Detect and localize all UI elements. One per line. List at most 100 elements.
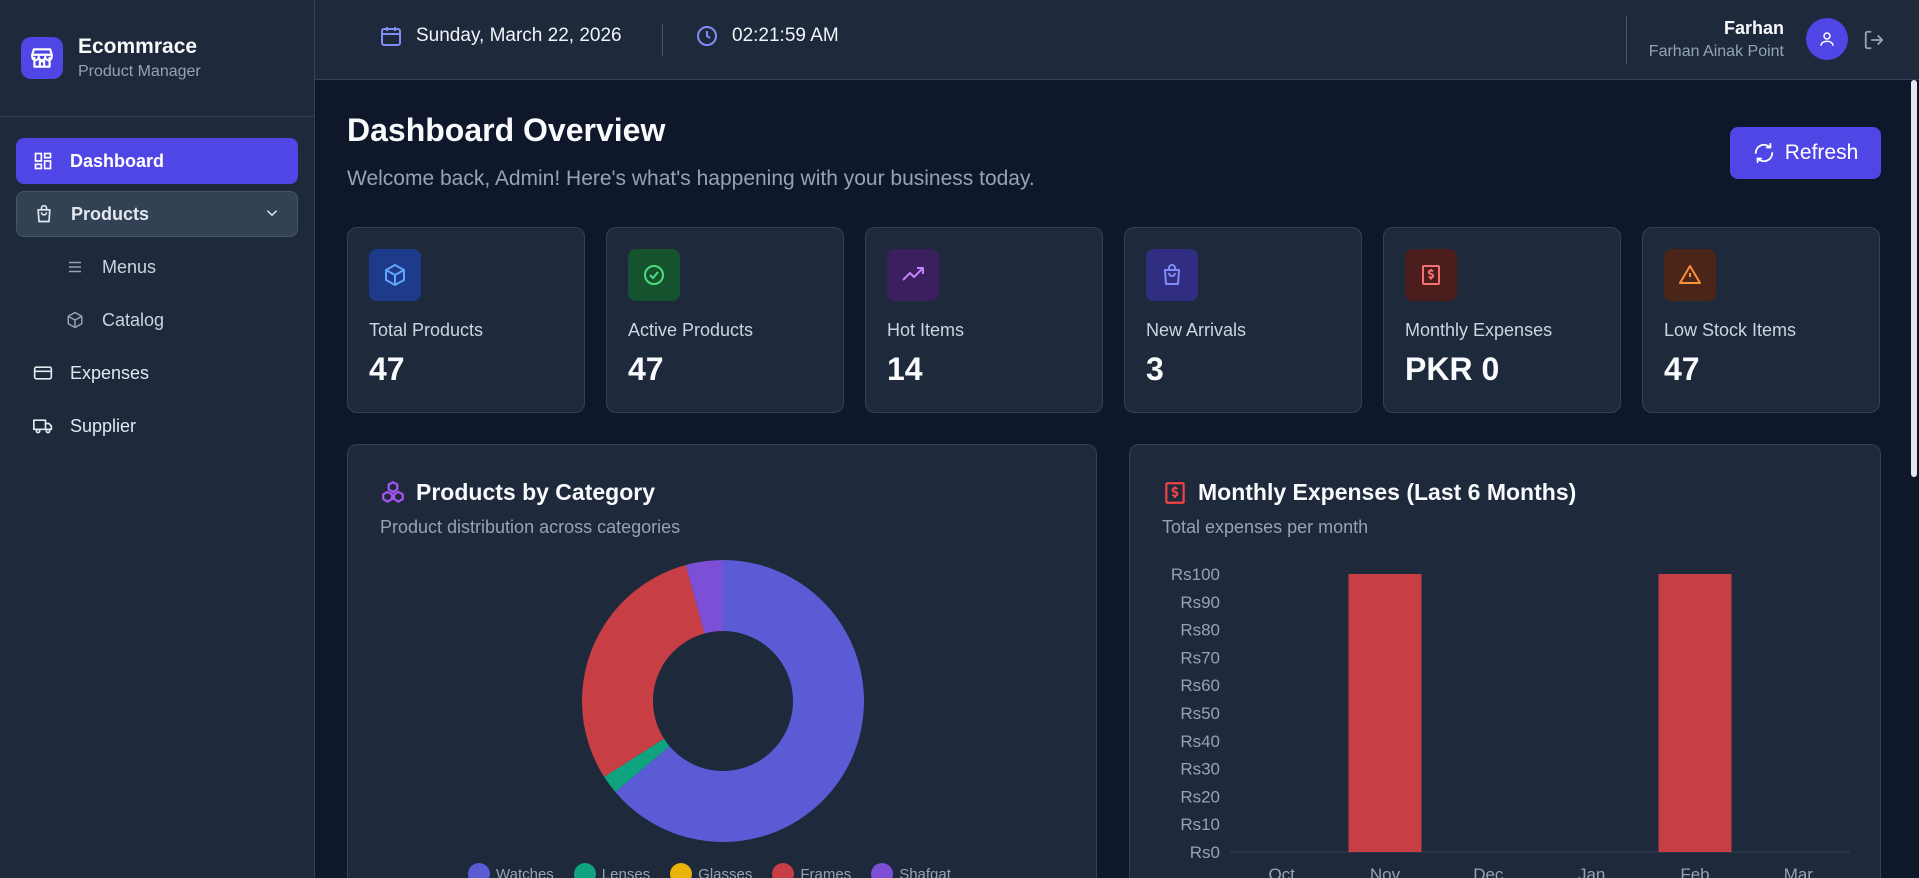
stat-label: Active Products [628, 320, 754, 340]
legend-item[interactable]: Glasses [670, 863, 752, 878]
stat-value: 47 [628, 351, 664, 387]
user-name: Farhan [1723, 18, 1784, 38]
stat-label: New Arrivals [1146, 320, 1247, 340]
refresh-label: Refresh [1784, 141, 1859, 164]
user-shop: Farhan Ainak Point [1648, 43, 1784, 60]
stat-value: PKR 0 [1405, 351, 1500, 387]
stat-value: 3 [1146, 351, 1164, 387]
legend-item[interactable]: Shafqat [871, 863, 951, 878]
scrollbar-thumb[interactable] [1911, 80, 1917, 477]
sidebar-item-dashboard[interactable]: Dashboard [16, 138, 298, 184]
receipt-icon [1405, 249, 1457, 301]
sidebar-item-products[interactable]: Products [16, 191, 298, 237]
page-subtitle: Welcome back, Admin! Here's what's happe… [347, 167, 1035, 190]
shopping-bag-icon [33, 203, 55, 225]
card-title: Monthly Expenses (Last 6 Months) [1162, 479, 1576, 506]
card-title-text: Products by Category [416, 479, 655, 505]
card-title-text: Monthly Expenses (Last 6 Months) [1198, 479, 1577, 505]
cube-icon [369, 249, 421, 301]
sidebar-item-label: Expenses [70, 362, 150, 383]
donut-slice-lenses[interactable] [604, 738, 670, 793]
monthly-expenses-card: Monthly Expenses (Last 6 Months) Total e… [1129, 444, 1881, 878]
y-tick-label: Rs60 [1180, 676, 1220, 695]
dashboard-icon [32, 150, 54, 172]
legend-label: Watches [496, 865, 554, 878]
page-title: Dashboard Overview [347, 112, 666, 148]
y-tick-label: Rs80 [1180, 621, 1220, 640]
main-content: Dashboard Overview Welcome back, Admin! … [315, 80, 1909, 878]
y-tick-label: Rs0 [1190, 843, 1220, 862]
sidebar-item-catalog[interactable]: Catalog [16, 297, 298, 343]
stat-card-total-products[interactable]: Total Products 47 [347, 227, 585, 413]
sidebar-item-label: Supplier [70, 415, 137, 436]
donut-slice-frames[interactable] [582, 565, 705, 777]
logout-icon[interactable] [1863, 29, 1885, 56]
chart-legend: Watches Lenses Glasses Frames Shafqat [468, 863, 951, 878]
stat-card-low-stock[interactable]: Low Stock Items 47 [1642, 227, 1880, 413]
brand-subtitle: Product Manager [78, 63, 201, 80]
sidebar-item-expenses[interactable]: Expenses [16, 350, 298, 396]
legend-item[interactable]: Watches [468, 863, 554, 878]
y-tick-label: Rs70 [1180, 648, 1220, 667]
stat-value: 47 [1664, 351, 1700, 387]
sidebar-item-label: Menus [102, 256, 157, 277]
y-tick-label: Rs40 [1180, 732, 1220, 751]
avatar[interactable] [1806, 18, 1848, 60]
sidebar-item-supplier[interactable]: Supplier [16, 403, 298, 449]
top-header: Sunday, March 22, 2026 02:21:59 AM Farha… [315, 0, 1919, 80]
sidebar-item-label: Products [71, 203, 150, 224]
y-tick-label: Rs90 [1180, 593, 1220, 612]
x-tick-label: Oct [1268, 865, 1295, 878]
y-tick-label: Rs10 [1180, 815, 1220, 834]
legend-item[interactable]: Lenses [573, 863, 651, 878]
y-tick-label: Rs30 [1180, 760, 1220, 779]
sidebar: Ecommrace Product Manager Dashboard Prod… [0, 0, 315, 878]
legend-swatch [468, 863, 490, 878]
y-tick-label: Rs50 [1180, 704, 1220, 723]
donut-slice-watches[interactable] [615, 560, 864, 842]
stat-label: Low Stock Items [1664, 320, 1797, 340]
legend-label: Shafqat [899, 865, 951, 878]
user-icon [1820, 32, 1834, 46]
box-icon [64, 309, 86, 331]
calendar-icon [379, 24, 403, 48]
chevron-down-icon[interactable] [263, 204, 281, 227]
refresh-icon [1753, 142, 1775, 164]
donut-slice-shafqat[interactable] [685, 560, 723, 634]
x-tick-label: Feb [1680, 865, 1709, 878]
brand[interactable]: Ecommrace Product Manager [0, 0, 314, 117]
refresh-button[interactable]: Refresh [1730, 127, 1881, 179]
header-divider [662, 24, 663, 56]
stat-value: 14 [887, 351, 923, 387]
x-tick-label: Jan [1578, 865, 1605, 878]
legend-label: Lenses [601, 865, 651, 878]
stat-card-active-products[interactable]: Active Products 47 [606, 227, 844, 413]
menu-lines-icon [64, 256, 86, 278]
header-date: Sunday, March 22, 2026 [379, 24, 622, 48]
stat-label: Monthly Expenses [1405, 320, 1553, 340]
sidebar-item-menus[interactable]: Menus [16, 244, 298, 290]
time-text: 02:21:59 AM [732, 25, 839, 46]
legend-item[interactable]: Frames [772, 863, 851, 878]
boxes-icon [380, 480, 406, 506]
receipt-icon [1162, 480, 1188, 506]
scrollbar-track[interactable] [1909, 80, 1919, 878]
x-tick-label: Nov [1370, 865, 1401, 878]
stat-card-monthly-expenses[interactable]: Monthly Expenses PKR 0 [1383, 227, 1621, 413]
bar-nov[interactable] [1348, 574, 1422, 852]
stat-card-hot-items[interactable]: Hot Items 14 [865, 227, 1103, 413]
category-donut-chart [582, 560, 864, 842]
stat-label: Hot Items [887, 320, 965, 340]
x-tick-label: Mar [1784, 865, 1814, 878]
bar-feb[interactable] [1658, 574, 1732, 852]
stat-card-new-arrivals[interactable]: New Arrivals 3 [1124, 227, 1362, 413]
warning-icon [1664, 249, 1716, 301]
card-title: Products by Category [380, 479, 655, 506]
legend-label: Frames [800, 865, 852, 878]
shopping-bag-icon [1146, 249, 1198, 301]
products-by-category-card: Products by Category Product distributio… [347, 444, 1097, 878]
monthly-expenses-bar-chart: Rs100 Rs90 Rs80 Rs70 Rs60 Rs50 Rs40 Rs30 Rs20 Rs1… [1171, 565, 1850, 878]
legend-swatch [670, 863, 693, 878]
x-tick-label: Dec [1473, 865, 1504, 878]
truck-icon [32, 415, 54, 437]
